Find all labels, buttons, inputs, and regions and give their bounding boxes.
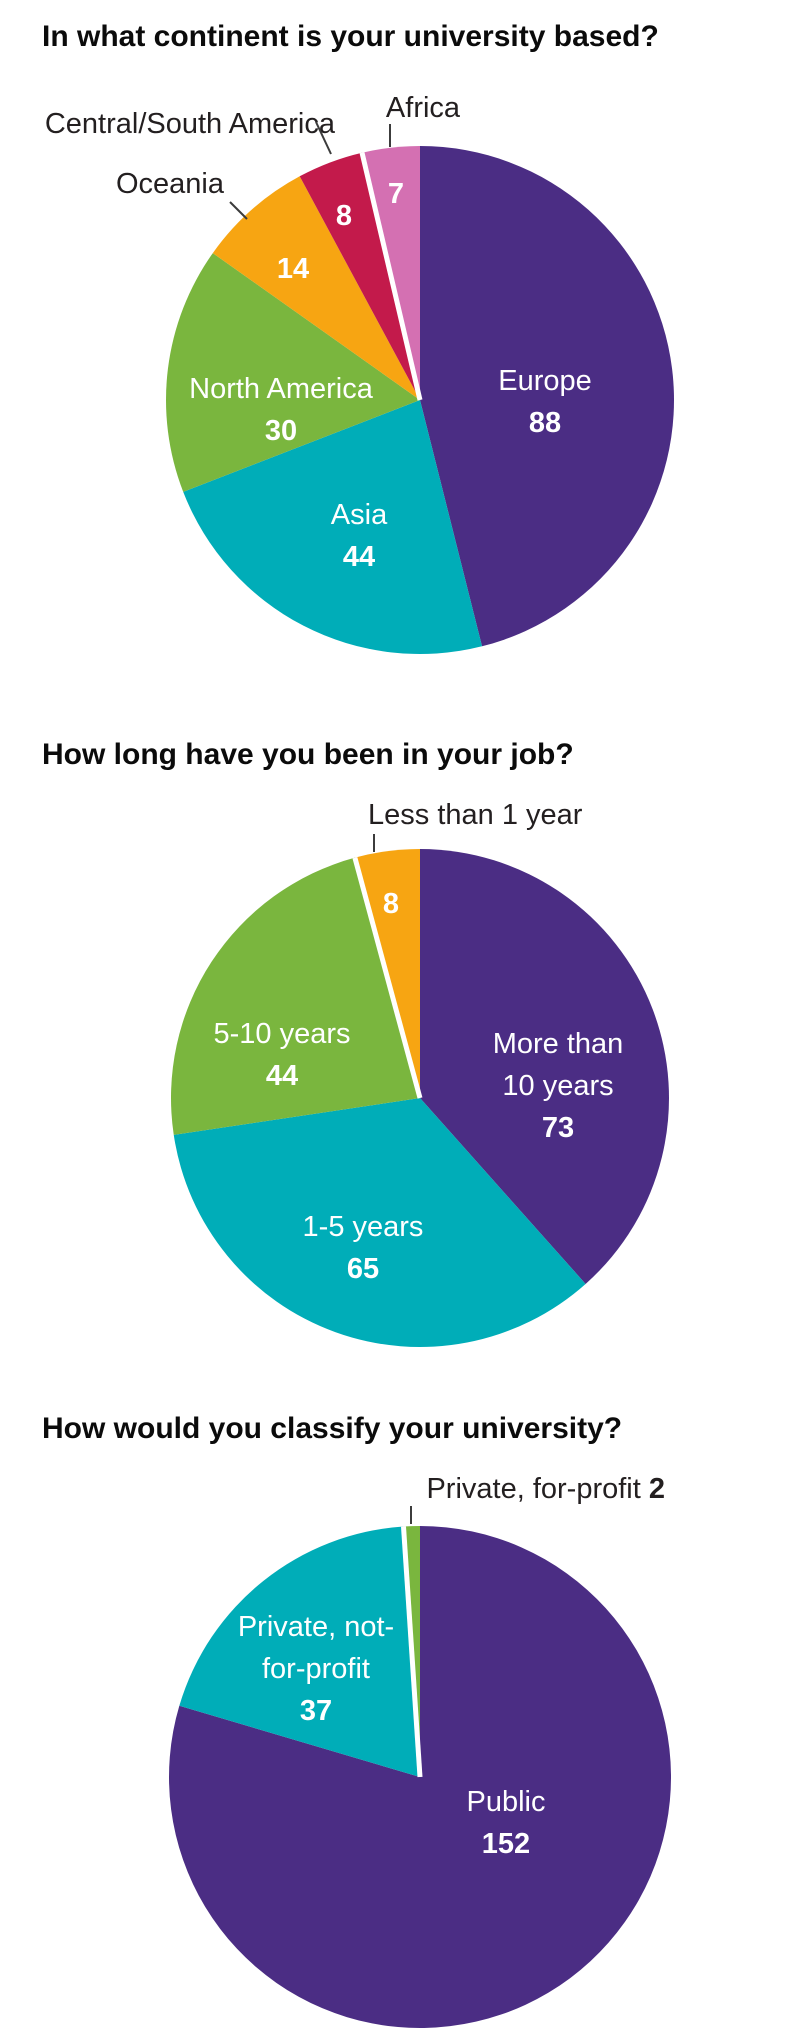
- callout-label-private-for-profit: Private, for-profit 2: [426, 1473, 665, 1505]
- slice-asia: [183, 400, 483, 654]
- slice-5-10-years: [170, 857, 420, 1135]
- pie-how-would-you-classify-your-university: Public 152 Private, not-for-profit 37 Privat…: [169, 1473, 672, 2029]
- leader-line-oceania: [229, 201, 248, 220]
- slice-divider: [359, 152, 423, 401]
- slice-divider: [401, 1526, 423, 1778]
- slice-private-not-for-profit: [179, 1526, 420, 1777]
- slice-label-public: Public: [467, 1786, 546, 1818]
- slice-label-north-america: North America: [189, 373, 374, 405]
- slice-label-private-not-for-profit: Private, not-: [238, 1611, 394, 1643]
- slice-label-more-than-10-years: More than: [493, 1028, 624, 1060]
- slice-value-north-america: 30: [265, 415, 297, 447]
- slice-label-5-10-years: 5-10 years: [213, 1018, 350, 1050]
- callout-label-africa: Africa: [386, 92, 461, 124]
- callout-label-less-than-1-year: Less than 1 year: [368, 799, 583, 831]
- callout-label-oceania: Oceania: [116, 168, 225, 200]
- slice-value-private-not-for-profit: 37: [300, 1695, 332, 1727]
- slice-value-asia: 44: [343, 541, 375, 573]
- slice-label-private-not-for-profit: for-profit: [262, 1653, 370, 1685]
- slice-label-asia: Asia: [331, 499, 388, 531]
- chart-title-job-tenure: How long have you been in your job?: [42, 738, 574, 771]
- pies-root: Europe 88 Asia 44 North America 30 14 8 7 Central…: [45, 92, 675, 2029]
- slice-value-africa: 7: [388, 178, 404, 210]
- slice-value-less-than-1-year: 8: [383, 888, 399, 920]
- slice-value-5-10-years: 44: [266, 1060, 298, 1092]
- slice-value-oceania: 14: [277, 253, 309, 285]
- slice-europe: [420, 146, 675, 647]
- slice-divider: [352, 857, 423, 1099]
- slice-central-south-america: [299, 152, 420, 400]
- slice-value-central-south-america: 8: [336, 200, 352, 232]
- slice-label-1-5-years: 1-5 years: [303, 1211, 424, 1243]
- leader-line-central-south-america: [315, 121, 332, 155]
- pie-in-what-continent-is-your-university-based: Europe 88 Asia 44 North America 30 14 8 7 Central…: [45, 92, 675, 654]
- slice-value-1-5-years: 65: [347, 1253, 379, 1285]
- slice-label-europe: Europe: [498, 365, 592, 397]
- chart-title-university-type: How would you classify your university?: [42, 1412, 622, 1445]
- pie-how-long-have-you-been-in-your-job: More than 10 years 73 1-5 years 65 5-10 years…: [170, 799, 670, 1348]
- chart-title-continent: In what continent is your university bas…: [42, 20, 659, 53]
- callout-label-central-south-america: Central/South America: [45, 108, 336, 140]
- slice-value-europe: 88: [529, 407, 561, 439]
- slice-value-public: 152: [482, 1828, 530, 1860]
- slice-oceania: [212, 176, 420, 400]
- slice-label-more-than-10-years: 10 years: [502, 1070, 613, 1102]
- slice-north-america: [166, 253, 420, 492]
- slice-value-more-than-10-years: 73: [542, 1112, 574, 1144]
- slice-1-5-years: [173, 1098, 586, 1348]
- slice-public: [169, 1526, 672, 2029]
- slice-more-than-10-years: [420, 848, 670, 1284]
